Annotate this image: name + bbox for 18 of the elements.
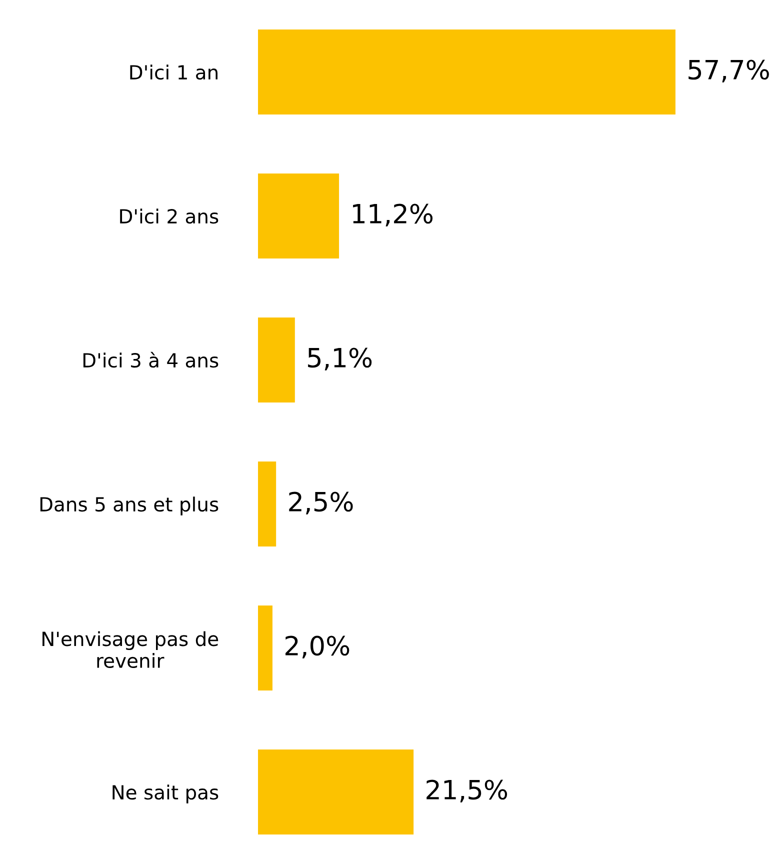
data-label: 21,5% bbox=[426, 780, 508, 802]
bar bbox=[258, 750, 414, 834]
y-tick-label: D'ici 2 ans bbox=[120, 208, 218, 224]
y-tick-label: Dans 5 ans et plus bbox=[40, 496, 218, 516]
bar bbox=[258, 462, 276, 546]
data-label: 2,5% bbox=[289, 492, 353, 514]
data-label: 2,0% bbox=[286, 636, 350, 658]
bar bbox=[258, 318, 295, 402]
y-tick-label: N'envisage pas de revenir bbox=[42, 631, 218, 668]
bar bbox=[258, 174, 340, 258]
y-tick-label: Ne sait pas bbox=[112, 784, 218, 804]
bar bbox=[258, 606, 272, 690]
data-label: 57,7% bbox=[688, 60, 769, 82]
bar bbox=[258, 30, 676, 114]
y-tick-label: D'ici 3 à 4 ans bbox=[83, 352, 218, 368]
y-tick-label: D'ici 1 an bbox=[130, 64, 218, 80]
data-label: 5,1% bbox=[308, 348, 372, 370]
data-label: 11,2% bbox=[353, 204, 433, 226]
